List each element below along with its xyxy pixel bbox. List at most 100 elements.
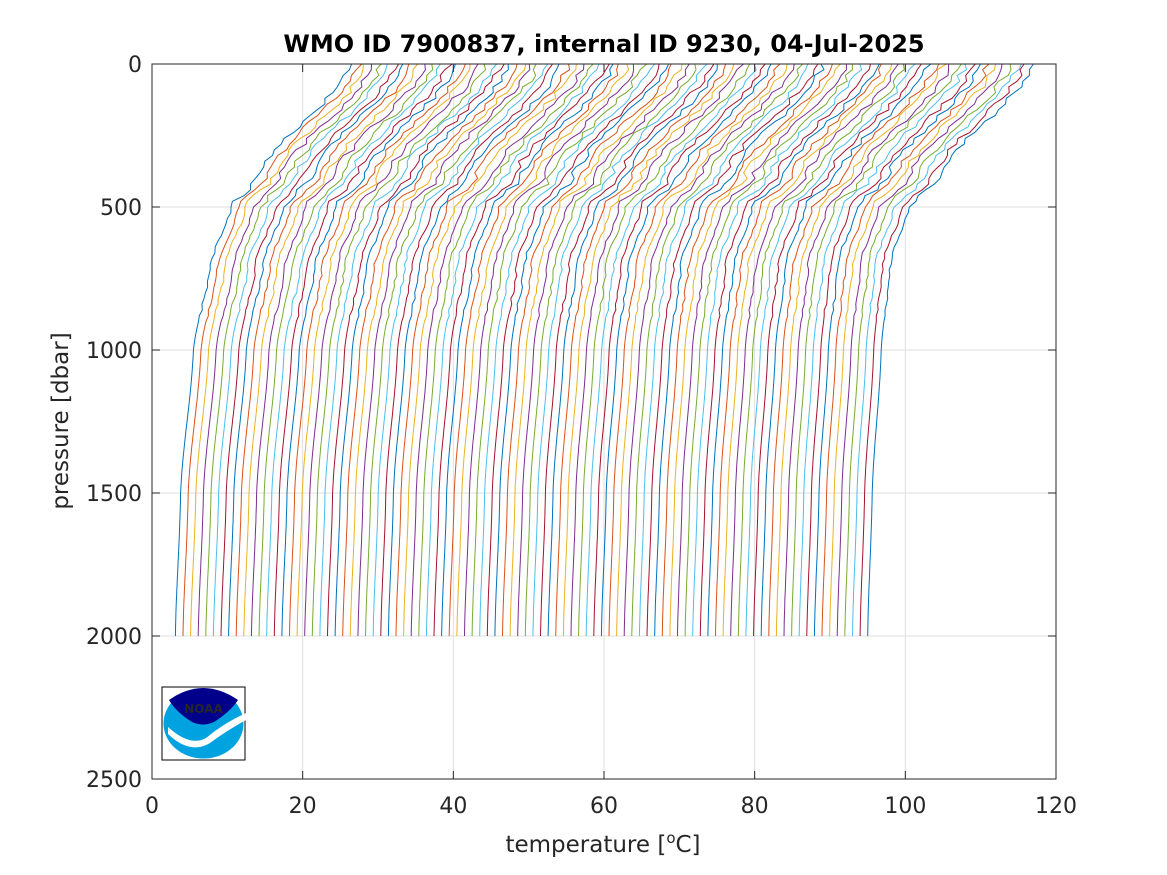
profile-line [433, 63, 610, 637]
profile-line [403, 63, 577, 637]
profile-line [349, 63, 527, 637]
profile-line [806, 63, 976, 637]
profile-line [829, 63, 997, 637]
profile-line [509, 63, 683, 637]
profile-line [471, 63, 647, 637]
chart-title: WMO ID 7900837, internal ID 9230, 04-Jul… [283, 30, 924, 58]
profile-line [813, 63, 981, 637]
profile-line [502, 63, 672, 637]
profile-line [745, 63, 916, 637]
profile-line [638, 63, 809, 637]
profile-line [593, 63, 766, 637]
profile-line [342, 63, 518, 637]
profile-line [182, 63, 363, 637]
y-tick-label: 1500 [86, 482, 142, 507]
profile-line [235, 63, 410, 637]
profile-line [289, 63, 466, 637]
profile-line [357, 63, 531, 637]
profile-line [517, 63, 690, 637]
profile-line [494, 63, 670, 637]
profiles [174, 63, 1034, 637]
profile-line [547, 63, 718, 637]
profile-line [867, 63, 1034, 637]
profile-line [791, 63, 962, 637]
profile-line [631, 63, 804, 637]
profile-line [486, 63, 660, 637]
noaa-logo-text: NOAA [184, 702, 223, 716]
x-axis-label-sup: o [666, 829, 675, 847]
profile-line [821, 63, 990, 637]
profile-line [775, 63, 947, 637]
profile-line [464, 63, 635, 637]
profile-line [730, 63, 899, 637]
profile-line [570, 63, 744, 637]
profile-line [410, 63, 585, 637]
profile-line [608, 63, 781, 637]
profile-line [311, 63, 487, 637]
profile-line [585, 63, 757, 637]
profile-line [707, 63, 880, 637]
x-axis-label-pre: temperature [ [505, 832, 666, 858]
x-tick-label: 40 [439, 794, 467, 819]
profile-line [266, 63, 441, 637]
profile-line [715, 63, 882, 637]
x-tick-label: 0 [145, 794, 159, 819]
profile-line [753, 63, 922, 637]
profile-line [783, 63, 950, 637]
profile-line [654, 63, 825, 637]
profile-line [578, 63, 751, 637]
profile-line [722, 63, 893, 637]
profile-line [372, 63, 549, 637]
profile-line [684, 63, 853, 637]
profile-line [844, 63, 1012, 637]
profile-line [692, 63, 863, 637]
profile-line [768, 63, 940, 637]
x-tick-label: 60 [590, 794, 618, 819]
profile-line [441, 63, 614, 637]
profile-line [258, 63, 434, 637]
y-axis-label: pressure [dbar] [48, 332, 74, 509]
y-tick-label: 500 [100, 196, 142, 221]
profile-line [250, 63, 426, 637]
y-tick-label: 0 [128, 53, 142, 78]
profile-line [319, 63, 498, 637]
profile-line [859, 63, 1025, 637]
profile-line [327, 63, 505, 637]
profile-line [456, 63, 630, 637]
profile-line [760, 63, 932, 637]
profile-line [646, 63, 819, 637]
x-axis-label-post: C] [676, 832, 701, 858]
profile-line [600, 63, 772, 637]
profile-line [243, 63, 418, 637]
x-axis-label: temperature [oC] [505, 829, 700, 858]
profile-line [334, 63, 509, 637]
profile-line [425, 63, 600, 637]
profile-line [205, 63, 382, 637]
x-tick-label: 100 [884, 794, 926, 819]
profile-line [418, 63, 594, 637]
profile-line [836, 63, 1003, 637]
profile-line [623, 63, 795, 637]
profile-line [448, 63, 619, 637]
profile-line [304, 63, 479, 637]
profile-line [197, 63, 372, 637]
y-tick-label: 1000 [86, 339, 142, 364]
y-tick-label: 2500 [86, 768, 142, 793]
profile-line [699, 63, 871, 637]
x-tick-label: 120 [1035, 794, 1077, 819]
y-tick-label: 2000 [86, 625, 142, 650]
profile-line [798, 63, 968, 637]
profile-line [852, 63, 1022, 637]
profile-line [365, 63, 537, 637]
profile-line [273, 63, 453, 637]
profile-line [296, 63, 471, 637]
profile-line [228, 63, 404, 637]
profile-line [669, 63, 841, 637]
y-tick-labels: 0 500 1000 1500 2000 2500 [86, 53, 142, 793]
profile-line [532, 63, 708, 637]
profile-line [220, 63, 400, 637]
profile-line [524, 63, 697, 637]
profile-line [616, 63, 788, 637]
x-tick-label: 80 [741, 794, 769, 819]
